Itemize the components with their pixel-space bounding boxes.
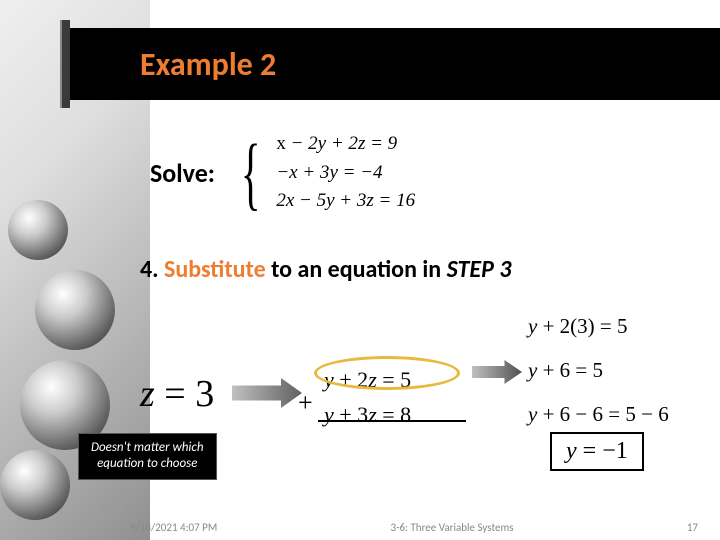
step-number: 4. — [140, 255, 164, 284]
note-line-2: equation to choose — [91, 456, 204, 472]
sub-step-1: y + 2(3) = 5 — [528, 304, 669, 348]
arrow-right-icon — [472, 360, 522, 384]
step-keyword: Substitute — [164, 255, 266, 284]
substitution-steps: y + 2(3) = 5 y + 6 = 5 y + 6 − 6 = 5 − 6 — [528, 304, 669, 436]
slide-footer: 9/18/2021 4:07 PM 3-6: Three Variable Sy… — [0, 521, 720, 534]
footer-page-number: 17 — [687, 521, 698, 534]
plus-symbol: + — [298, 388, 313, 418]
solve-label: Solve: — [150, 157, 215, 189]
note-line-1: Doesn't matter which — [91, 440, 204, 456]
footer-title: 3-6: Three Variable Systems — [391, 521, 514, 534]
step-heading: 4. Substitute to an equation in STEP 3 — [140, 255, 511, 284]
left-brace: { — [241, 136, 261, 210]
title-bar: Example 2 — [70, 28, 720, 100]
decorative-spheres — [20, 200, 130, 540]
answer-box: y = −1 — [550, 432, 644, 471]
step-emph: STEP 3 — [447, 255, 512, 284]
slide-title: Example 2 — [140, 45, 276, 84]
equation-underline — [318, 420, 466, 422]
note-callout: Doesn't matter which equation to choose — [78, 433, 217, 480]
equation-1: x − 2y + 2z = 9 — [276, 130, 415, 159]
system-of-equations: Solve: { x − 2y + 2z = 9 −x + 3y = −4 2x… — [150, 130, 415, 216]
equation-3: 2x − 5y + 3z = 16 — [276, 187, 415, 216]
highlight-oval — [314, 356, 460, 390]
equation-2: −x + 3y = −4 — [276, 159, 415, 188]
z-value: z = 3 — [130, 370, 224, 418]
sub-step-2: y + 6 = 5 — [528, 348, 669, 392]
mid-eq-2: y + 3z = 8 — [324, 397, 411, 432]
equation-stack: x − 2y + 2z = 9 −x + 3y = −4 2x − 5y + 3… — [276, 130, 415, 216]
arrow-right-icon — [232, 378, 302, 408]
footer-timestamp: 9/18/2021 4:07 PM — [130, 521, 217, 534]
step-rest: to an equation in — [266, 255, 447, 284]
sub-step-3: y + 6 − 6 = 5 − 6 — [528, 392, 669, 436]
title-accent-strip — [60, 20, 70, 108]
